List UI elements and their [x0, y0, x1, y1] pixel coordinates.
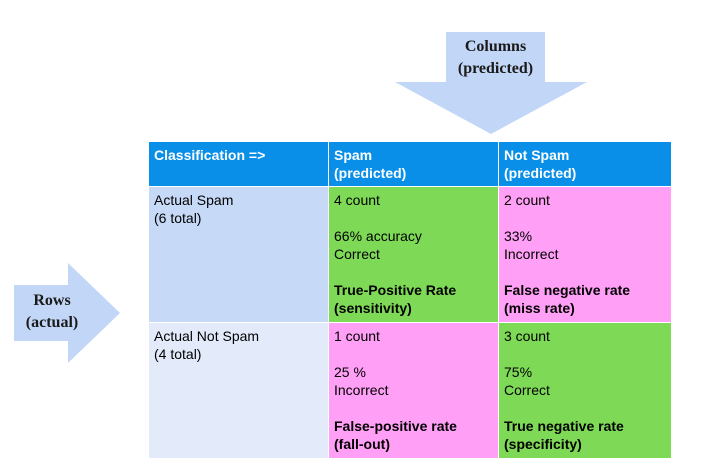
cell-verdict: Incorrect	[504, 246, 559, 262]
header-row: Classification => Spam (predicted) Not S…	[148, 141, 672, 187]
cell-metric-alias: (miss rate)	[504, 300, 575, 316]
header-not-spam-label: Not Spam	[504, 147, 570, 163]
cell-count: 1 count	[334, 328, 380, 344]
cell-false-negative: 2 count 33% Incorrect False negative rat…	[498, 186, 672, 323]
cell-percent: 66% accuracy	[334, 228, 422, 244]
header-corner-cell: Classification =>	[148, 141, 329, 187]
header-not-spam-predicted: Not Spam (predicted)	[498, 141, 672, 187]
cell-count: 2 count	[504, 192, 550, 208]
row-label-title: Actual Spam	[154, 192, 234, 208]
rows-arrow-title: Rows	[33, 292, 71, 309]
columns-down-arrow: Columns (predicted)	[395, 32, 587, 134]
cell-verdict: Correct	[504, 382, 550, 398]
header-spam-sublabel: (predicted)	[334, 165, 407, 181]
cell-metric-name: True negative rate	[504, 418, 624, 434]
header-spam-predicted: Spam (predicted)	[328, 141, 499, 187]
row-label-actual-spam: Actual Spam (6 total)	[148, 186, 329, 323]
row-actual-not-spam: Actual Not Spam (4 total) 1 count 25 % I…	[148, 322, 672, 459]
row-label-total: (4 total)	[154, 346, 202, 362]
cell-verdict: Incorrect	[334, 382, 389, 398]
cell-metric-name: False-positive rate	[334, 418, 457, 434]
rows-arrow-subtitle: (actual)	[25, 314, 79, 331]
header-spam-label: Spam	[334, 147, 373, 163]
cell-percent: 33%	[504, 228, 533, 244]
cell-percent: 75%	[504, 364, 533, 380]
row-label-title: Actual Not Spam	[154, 328, 260, 344]
cell-percent: 25 %	[334, 364, 366, 380]
down-arrow-icon	[395, 32, 587, 134]
cell-metric-alias: (fall-out)	[334, 436, 390, 452]
cell-metric-name: True-Positive Rate	[334, 282, 457, 298]
cell-verdict: Correct	[334, 246, 380, 262]
cell-metric-alias: (specificity)	[504, 436, 582, 452]
cell-count: 4 count	[334, 192, 380, 208]
cell-true-negative: 3 count 75% Correct True negative rate (…	[498, 322, 672, 459]
row-label-total: (6 total)	[154, 210, 202, 226]
confusion-matrix: Classification => Spam (predicted) Not S…	[148, 141, 672, 459]
cell-metric-alias: (sensitivity)	[334, 300, 412, 316]
columns-arrow-title: Columns	[464, 38, 527, 55]
cell-count: 3 count	[504, 328, 550, 344]
rows-arrow-label: Rows (actual)	[14, 290, 90, 334]
header-not-spam-sublabel: (predicted)	[504, 165, 577, 181]
cell-true-positive: 4 count 66% accuracy Correct True-Positi…	[328, 186, 499, 323]
columns-arrow-label: Columns (predicted)	[446, 36, 545, 80]
right-arrow-icon	[14, 263, 120, 363]
header-corner-label: Classification =>	[154, 147, 266, 163]
cell-metric-name: False negative rate	[504, 282, 631, 298]
rows-right-arrow: Rows (actual)	[14, 263, 120, 363]
columns-arrow-subtitle: (predicted)	[457, 60, 534, 77]
cell-false-positive: 1 count 25 % Incorrect False-positive ra…	[328, 322, 499, 459]
row-actual-spam: Actual Spam (6 total) 4 count 66% accura…	[148, 186, 672, 323]
row-label-actual-not-spam: Actual Not Spam (4 total)	[148, 322, 329, 459]
